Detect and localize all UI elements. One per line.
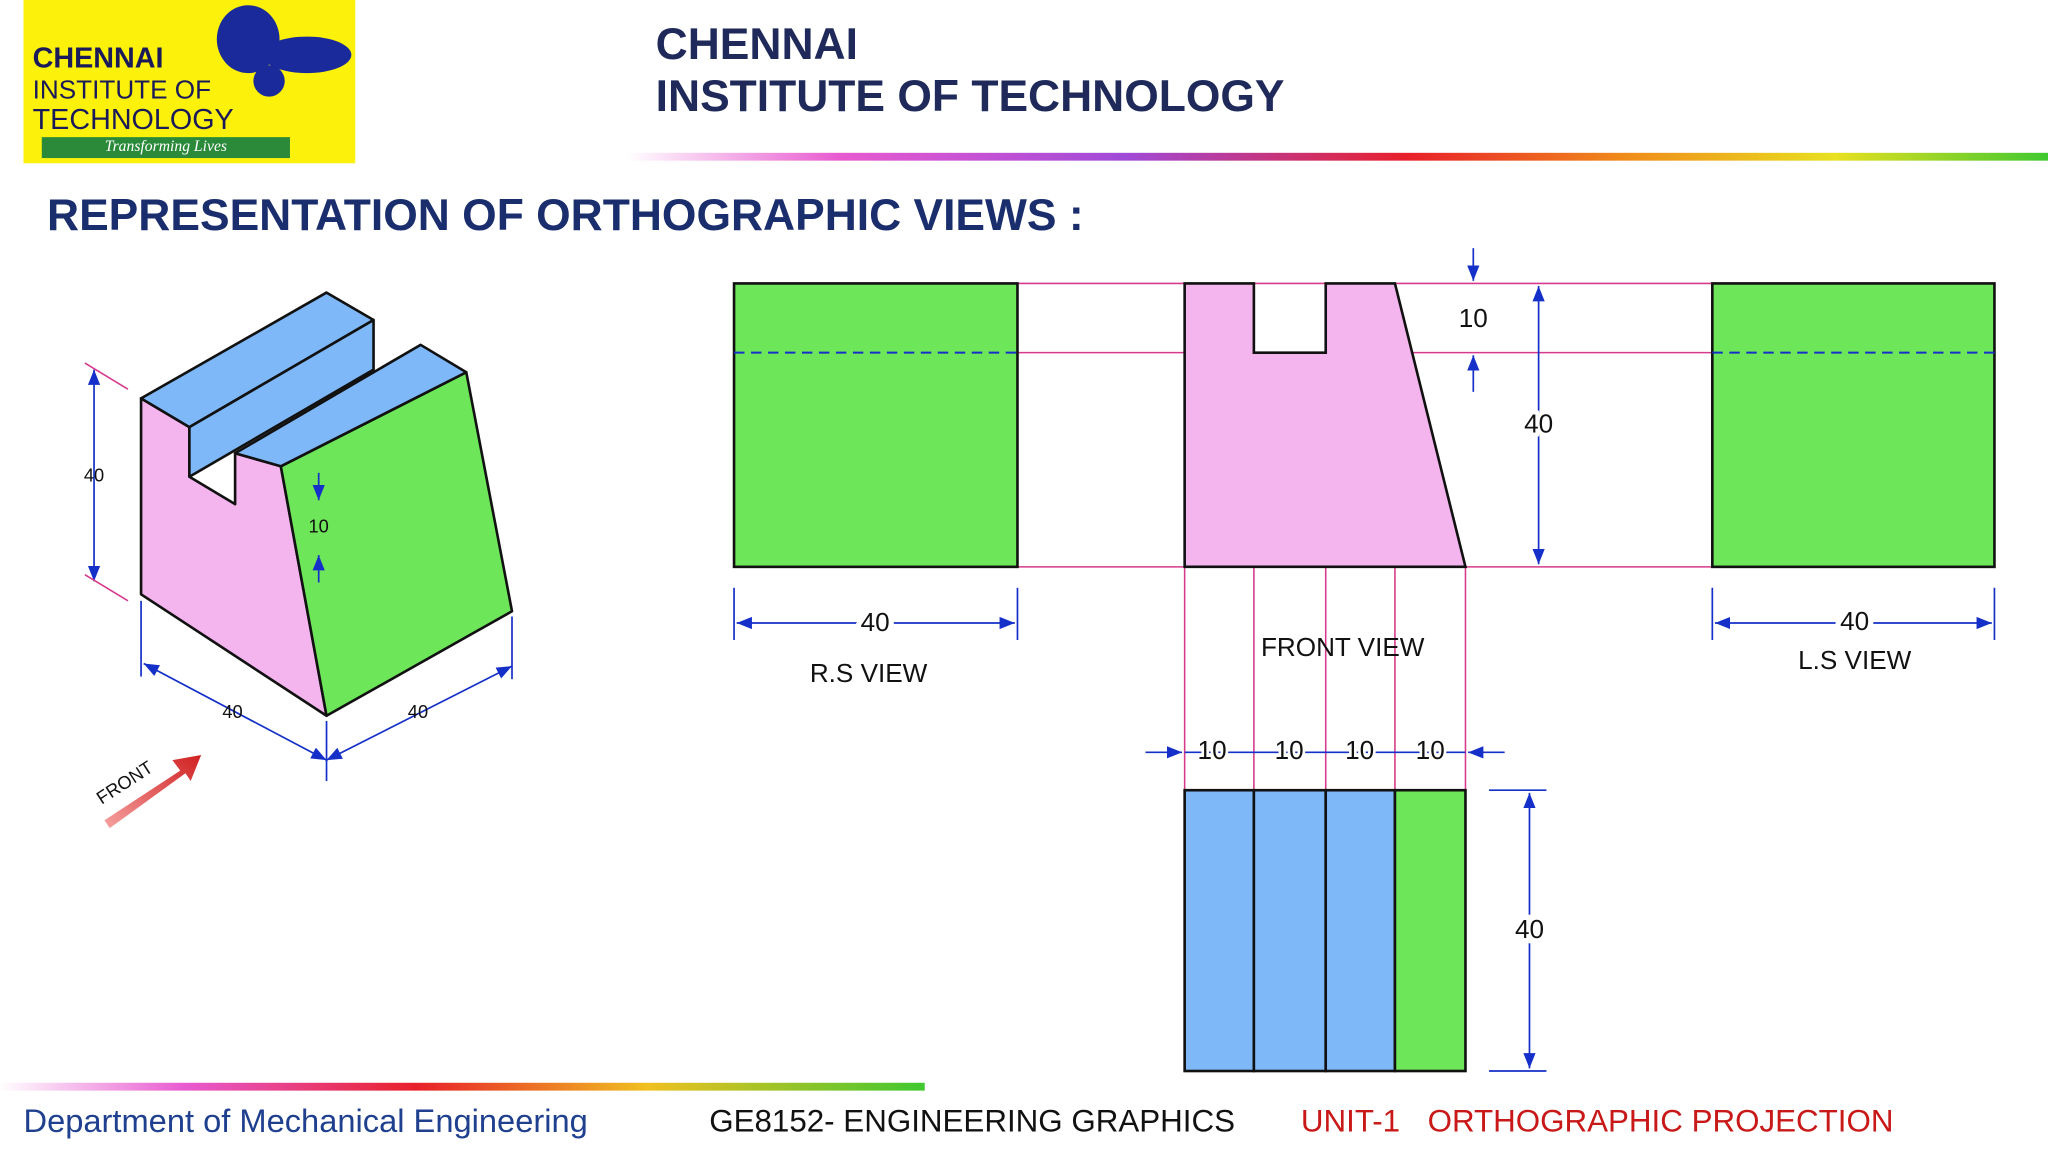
front-arrow [104, 754, 202, 829]
dimension: 10 [309, 516, 329, 537]
front-view [1183, 282, 1468, 569]
footer-course: GE8152- ENGINEERING GRAPHICS [709, 1104, 1235, 1139]
footer-department: Department of Mechanical Engineering [24, 1102, 588, 1139]
footer-rule [0, 1082, 925, 1091]
dimension: 40 [84, 465, 104, 486]
logo-text: INSTITUTE OF [33, 74, 211, 104]
footer-unit: UNIT-1 [1301, 1104, 1400, 1139]
view-dimensions [733, 248, 1996, 1072]
dimension: 40 [222, 701, 242, 722]
logo-bg [23, 0, 356, 164]
dimension: 10 [1345, 735, 1374, 765]
header-text: INSTITUTE OF TECHNOLOGY [656, 72, 1285, 121]
dimension: 40 [1840, 606, 1869, 636]
dimension: 10 [1198, 735, 1227, 765]
dimension: 40 [1515, 914, 1544, 944]
ls-view [1711, 282, 1996, 569]
view-label: R.S VIEW [810, 658, 928, 688]
logo-text: CHENNAI [33, 43, 164, 75]
dimension: 40 [408, 701, 428, 722]
dimension: 10 [1416, 735, 1445, 765]
rs-view [732, 282, 1019, 569]
header-text: CHENNAI [656, 20, 858, 69]
view-label: FRONT VIEW [1261, 632, 1425, 662]
isometric-drawing [139, 291, 514, 718]
logo-text: TECHNOLOGY [33, 104, 234, 136]
logo-tagline-bg [41, 137, 290, 159]
slide-title: REPRESENTATION OF ORTHOGRAPHIC VIEWS : [47, 191, 1084, 240]
logo-butterfly [216, 5, 352, 97]
dimension: 10 [1275, 735, 1304, 765]
dimension: 10 [1459, 303, 1488, 333]
dimension: 40 [1524, 409, 1553, 439]
footer-topic: ORTHOGRAPHIC PROJECTION [1428, 1104, 1894, 1139]
header-rule [626, 152, 2048, 161]
dimension: 40 [861, 607, 890, 637]
logo-tagline: Transforming Lives [105, 138, 227, 155]
view-label: L.S VIEW [1798, 645, 1912, 675]
top-view [1183, 788, 1467, 1073]
iso-dimensions [84, 362, 513, 782]
